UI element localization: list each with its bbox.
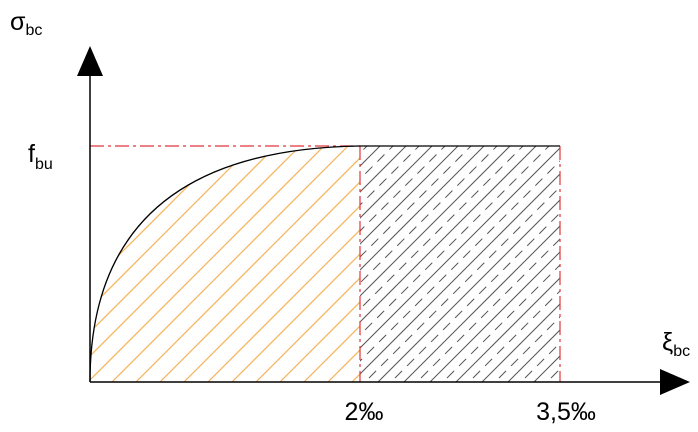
hatch-line [360, 146, 550, 336]
x-axis-label: ξbc [662, 328, 690, 360]
hatch-line [90, 146, 307, 382]
hatch-line [175, 146, 360, 382]
hatch-line [151, 146, 360, 382]
hatch-line [127, 146, 360, 382]
x-axis-arrow-icon [660, 369, 690, 395]
axes [77, 46, 690, 395]
hatch-line [429, 251, 560, 382]
hatch-line [90, 146, 91, 382]
hatch-line [494, 316, 560, 382]
hatch-line [223, 146, 360, 382]
hatch-line [110, 140, 360, 390]
hatch-line [468, 290, 560, 382]
hatch-line [364, 186, 560, 382]
hatch-line [360, 146, 472, 258]
hatch-line [360, 146, 407, 193]
hatch-line [360, 146, 524, 310]
hatch-line [360, 146, 433, 219]
hatch-line [360, 146, 498, 284]
hatch-line [360, 146, 485, 271]
hatch-line [90, 146, 115, 382]
rectangular-zone-hatching [110, 140, 560, 390]
hatch-line [360, 146, 459, 245]
fbu-label: fbu [28, 140, 53, 173]
hatch-line [90, 146, 283, 382]
hatch-line [360, 146, 394, 180]
hatch-line [271, 146, 360, 382]
y-axis-label: σbc [10, 8, 42, 39]
hatch-line [90, 146, 163, 382]
hatch-line [319, 146, 360, 382]
hatch-line [360, 146, 446, 232]
red-dashed-guides [90, 145, 561, 382]
hatch-line [90, 146, 211, 382]
hatch-line [403, 225, 560, 382]
hatch-line [455, 277, 560, 382]
parabola-curve [89, 145, 361, 383]
hatch-line [360, 146, 537, 323]
tick-label-35: 3,5‰ [536, 398, 596, 426]
hatch-line [377, 199, 560, 382]
hatch-line [360, 146, 511, 297]
hatch-line [520, 342, 560, 382]
y-axis-arrow-icon [77, 46, 103, 76]
hatch-line [103, 146, 355, 382]
hatch-line [90, 146, 259, 382]
hatch-line [295, 146, 360, 382]
hatch-line [442, 264, 560, 382]
hatch-line [199, 146, 360, 382]
hatch-line [390, 212, 560, 382]
hatch-line [360, 146, 420, 206]
hatch-line [507, 329, 560, 382]
hatch-line [360, 146, 368, 154]
hatch-line [247, 146, 360, 382]
hatch-line [360, 173, 560, 375]
hatch-line [416, 238, 560, 382]
hatch-line [90, 146, 331, 382]
hatch-line [360, 160, 560, 362]
tick-label-2: 2‰ [345, 398, 384, 426]
hatch-line [481, 303, 560, 382]
hatch-line [360, 147, 560, 349]
